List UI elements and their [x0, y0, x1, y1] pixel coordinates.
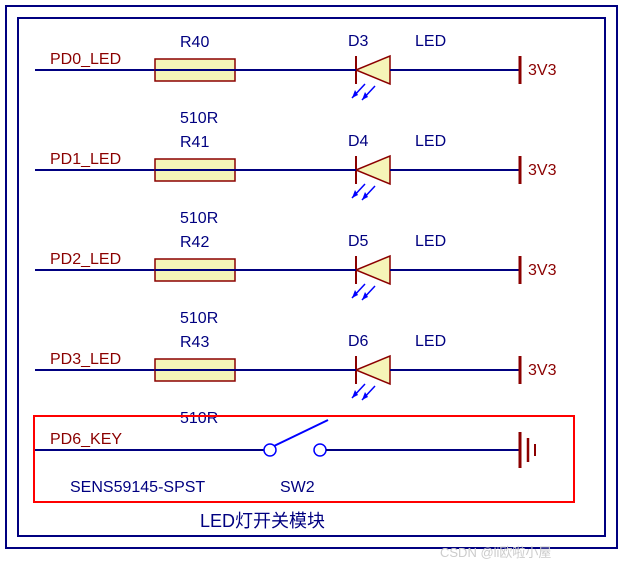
- diode-type: LED: [415, 33, 446, 50]
- power-label: 3V3: [528, 62, 557, 79]
- resistor-designator: R43: [180, 334, 209, 351]
- net-label: PD2_LED: [50, 251, 121, 268]
- resistor-value: 510R: [180, 410, 218, 427]
- power-label: 3V3: [528, 262, 557, 279]
- diode-type: LED: [415, 133, 446, 150]
- diode-designator: D4: [348, 133, 369, 150]
- power-label: 3V3: [528, 162, 557, 179]
- module-title: LED灯开关模块: [200, 511, 325, 531]
- resistor-value: 510R: [180, 110, 218, 127]
- watermark: CSDN @li欧啦小屋: [440, 545, 551, 560]
- resistor-value: 510R: [180, 210, 218, 227]
- resistor-designator: R40: [180, 34, 209, 51]
- net-label: PD3_LED: [50, 351, 121, 368]
- switch-part-number: SENS59145-SPST: [70, 479, 205, 496]
- diode-type: LED: [415, 333, 446, 350]
- resistor-designator: R42: [180, 234, 209, 251]
- net-label: PD6_KEY: [50, 431, 122, 448]
- switch-designator: SW2: [280, 479, 315, 496]
- net-label: PD1_LED: [50, 151, 121, 168]
- switch-terminal: [314, 444, 326, 456]
- resistor-value: 510R: [180, 310, 218, 327]
- diode-designator: D6: [348, 333, 369, 350]
- net-label: PD0_LED: [50, 51, 121, 68]
- power-label: 3V3: [528, 362, 557, 379]
- diode-designator: D5: [348, 233, 369, 250]
- diode-designator: D3: [348, 33, 369, 50]
- resistor-designator: R41: [180, 134, 209, 151]
- diode-type: LED: [415, 233, 446, 250]
